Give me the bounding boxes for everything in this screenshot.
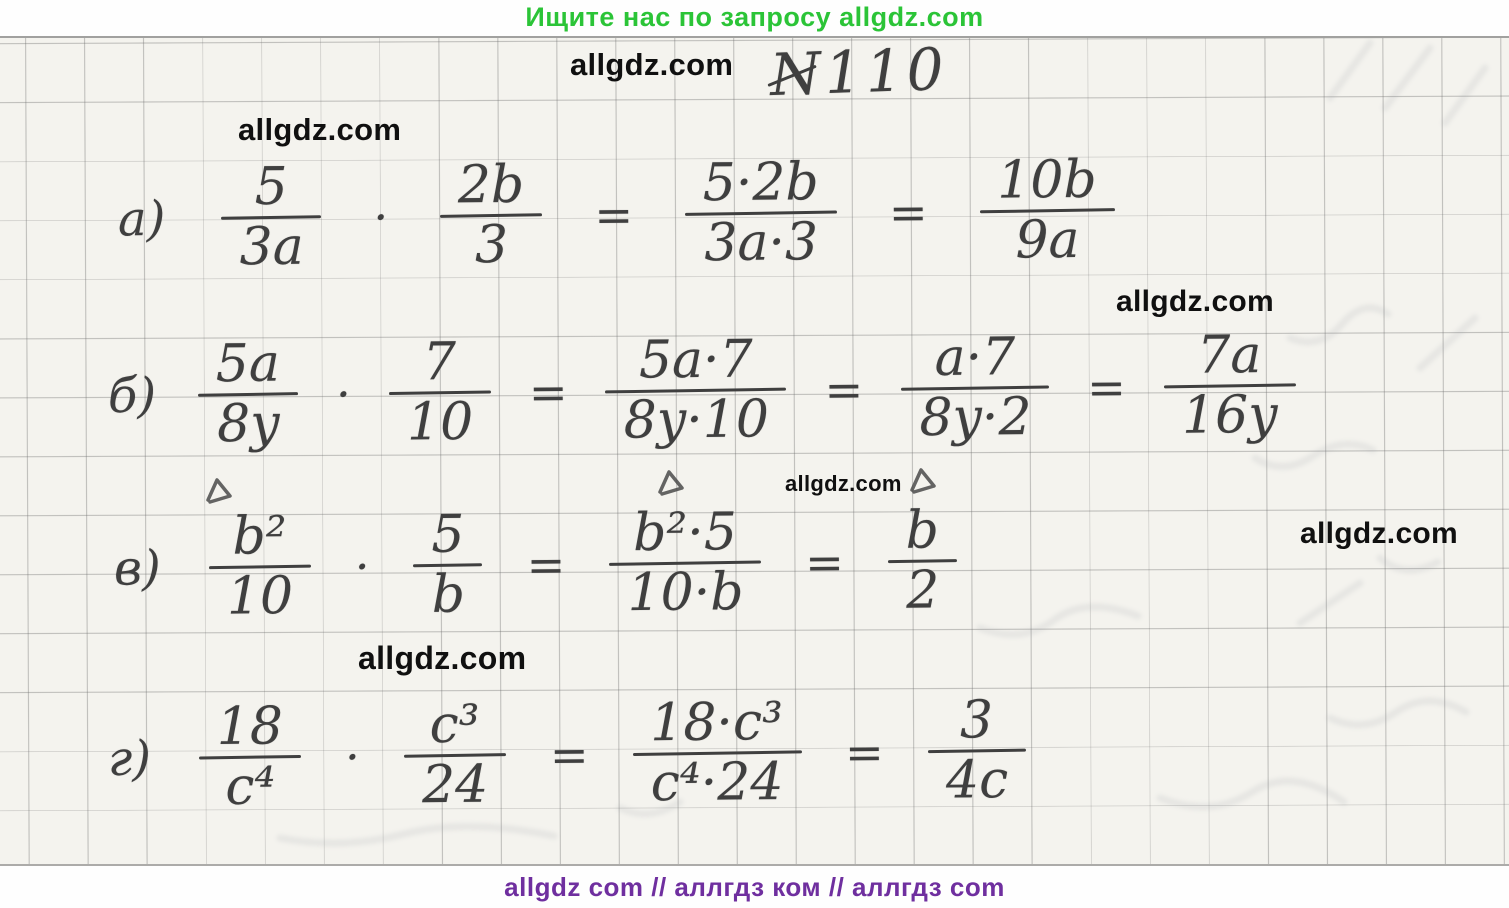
equals-sign: =	[888, 184, 928, 240]
notebook-paper: allgdz.com allgdz.com allgdz.com allgdz.…	[0, 36, 1509, 866]
fraction-numerator: 2b	[457, 154, 525, 216]
fraction-numerator: 5a·7	[638, 329, 753, 391]
fraction-denominator: 10	[406, 392, 474, 453]
fraction: b² 10	[208, 506, 311, 627]
equals-sign: =	[824, 362, 864, 417]
fraction-denominator: c⁴·24	[650, 752, 784, 814]
fraction: c³ 24	[403, 694, 506, 816]
equation-row-v: в) b² 10 · 5 b = b²·5 10·b = b 2	[113, 500, 958, 627]
multiply-dot: ·	[373, 189, 389, 244]
fraction-denominator: 3	[474, 214, 509, 276]
fraction-denominator: 2	[905, 560, 940, 621]
fraction: 7a 16y	[1163, 325, 1296, 446]
fraction: a·7 8y·2	[901, 327, 1050, 449]
footer-band: allgdz com // аллгдз ком // аллгдз com	[0, 866, 1509, 908]
header-text: Ищите нас по запросу allgdz.com	[525, 2, 984, 32]
problem-label: а)	[117, 190, 166, 247]
multiply-dot: ·	[335, 366, 351, 421]
fraction-denominator: 9a	[1015, 209, 1080, 271]
fraction-denominator: 24	[421, 754, 489, 816]
fraction-bar	[887, 559, 958, 564]
watermark: allgdz.com	[1116, 285, 1275, 318]
fraction-numerator: b²	[232, 506, 287, 567]
equation-row-a: а) 5 3a · 2b 3 = 5·2b 3a·3 = 10b 9a	[117, 149, 1115, 278]
equation-row-b: б) 5a 8y · 7 10 = 5a·7 8y·10 = a·7 8y·2 = 7a 16y	[107, 325, 1296, 455]
fraction-numerator: 18	[216, 696, 284, 758]
equals-sign: =	[526, 537, 566, 592]
equals-sign: =	[1087, 359, 1127, 415]
watermark: allgdz.com	[570, 47, 734, 82]
fraction-numerator: b	[905, 500, 940, 561]
watermark: allgdz.com	[1300, 517, 1459, 550]
fraction-denominator: b	[431, 564, 466, 625]
fraction: 5a 8y	[198, 333, 299, 455]
equals-sign: =	[549, 727, 589, 782]
fraction-denominator: c⁴	[225, 756, 276, 817]
fraction-denominator: 16y	[1181, 384, 1278, 446]
equals-sign: =	[844, 724, 884, 780]
fraction-numerator: c³	[429, 694, 480, 756]
fraction-denominator: 3a·3	[704, 212, 819, 274]
fraction-numerator: 5	[431, 504, 465, 565]
fraction-denominator: 3a	[239, 216, 304, 278]
footer-text: allgdz com // аллгдз ком // аллгдз com	[504, 872, 1005, 902]
problem-label: б)	[107, 367, 157, 424]
fraction-denominator: 4c	[945, 750, 1009, 811]
problem-label: в)	[113, 539, 161, 597]
fraction: 18·c³ c⁴·24	[632, 692, 802, 814]
problem-label: г)	[107, 730, 152, 787]
problem-number: N110	[768, 36, 949, 110]
fraction-denominator: 8y·10	[623, 389, 770, 451]
fraction-numerator: 5·2b	[702, 152, 819, 214]
equation-row-g: г) 18 c⁴ · c³ 24 = 18·c³ c⁴·24 = 3 4c	[107, 690, 1026, 817]
fraction-numerator: a·7	[934, 327, 1016, 388]
fraction: 18 c⁴	[198, 696, 302, 817]
fraction-numerator: b²·5	[632, 502, 738, 564]
fraction-denominator: 8y	[216, 393, 280, 455]
cancellation-marks	[206, 468, 936, 504]
fraction: 5a·7 8y·10	[605, 329, 787, 451]
multiply-dot: ·	[344, 729, 361, 784]
fraction-numerator: 5	[254, 156, 288, 218]
fraction: 2b 3	[440, 154, 543, 276]
watermark: allgdz.com	[785, 471, 902, 496]
fraction-bar	[413, 563, 483, 568]
fraction-numerator: 10b	[996, 149, 1097, 211]
equals-sign: =	[528, 364, 568, 420]
multiply-dot: ·	[354, 538, 370, 594]
watermark: allgdz.com	[238, 112, 402, 147]
fraction-denominator: 8y·2	[919, 387, 1032, 449]
fraction: b²·5 10·b	[609, 502, 762, 624]
fraction: 3 4c	[927, 690, 1026, 811]
fraction-denominator: 10	[226, 566, 294, 627]
fraction-numerator: 3	[959, 690, 994, 751]
fraction: 5·2b 3a·3	[684, 152, 837, 274]
fraction: 5 3a	[221, 156, 322, 278]
header-band: Ищите нас по запросу allgdz.com	[0, 0, 1509, 36]
fraction-numerator: 5a	[215, 333, 281, 395]
fraction-numerator: 18·c³	[649, 692, 784, 754]
watermark: allgdz.com	[358, 640, 527, 676]
equals-sign: =	[805, 534, 845, 590]
ink-bleed-through	[276, 39, 1489, 847]
fraction-numerator: 7	[422, 332, 457, 393]
fraction-numerator: 7a	[1196, 325, 1262, 386]
fraction-denominator: 10·b	[627, 562, 744, 624]
fraction: 10b 9a	[979, 149, 1115, 271]
fraction: 7 10	[388, 332, 491, 453]
equals-sign: =	[594, 187, 634, 242]
